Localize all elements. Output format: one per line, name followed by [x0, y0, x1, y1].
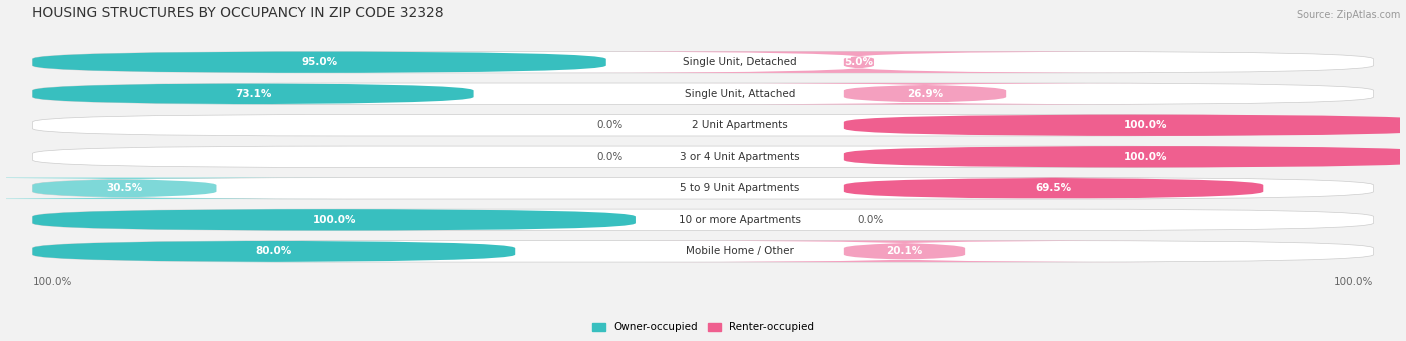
FancyBboxPatch shape	[555, 51, 1163, 73]
Legend: Owner-occupied, Renter-occupied: Owner-occupied, Renter-occupied	[588, 318, 818, 337]
Text: 73.1%: 73.1%	[235, 89, 271, 99]
Text: 80.0%: 80.0%	[256, 246, 292, 256]
FancyBboxPatch shape	[32, 241, 1374, 262]
Text: Single Unit, Detached: Single Unit, Detached	[683, 57, 797, 67]
Text: Mobile Home / Other: Mobile Home / Other	[686, 246, 794, 256]
Text: 100.0%: 100.0%	[1334, 277, 1374, 287]
FancyBboxPatch shape	[0, 178, 352, 199]
Text: HOUSING STRUCTURES BY OCCUPANCY IN ZIP CODE 32328: HOUSING STRUCTURES BY OCCUPANCY IN ZIP C…	[32, 6, 444, 20]
FancyBboxPatch shape	[32, 146, 1374, 167]
FancyBboxPatch shape	[32, 241, 515, 262]
Text: 30.5%: 30.5%	[107, 183, 142, 193]
Text: 3 or 4 Unit Apartments: 3 or 4 Unit Apartments	[681, 152, 800, 162]
FancyBboxPatch shape	[32, 115, 1374, 136]
FancyBboxPatch shape	[32, 83, 1374, 104]
Text: 100.0%: 100.0%	[32, 277, 72, 287]
Text: 26.9%: 26.9%	[907, 89, 943, 99]
FancyBboxPatch shape	[32, 178, 1374, 199]
FancyBboxPatch shape	[32, 51, 1374, 73]
FancyBboxPatch shape	[32, 51, 606, 73]
FancyBboxPatch shape	[32, 209, 1374, 231]
FancyBboxPatch shape	[844, 115, 1406, 136]
FancyBboxPatch shape	[844, 178, 1264, 199]
Text: 100.0%: 100.0%	[1123, 152, 1167, 162]
Text: Source: ZipAtlas.com: Source: ZipAtlas.com	[1298, 10, 1400, 20]
Text: 2 Unit Apartments: 2 Unit Apartments	[692, 120, 787, 130]
FancyBboxPatch shape	[32, 209, 636, 231]
Text: 100.0%: 100.0%	[312, 215, 356, 225]
Text: 0.0%: 0.0%	[596, 152, 623, 162]
FancyBboxPatch shape	[844, 146, 1406, 167]
Text: 69.5%: 69.5%	[1035, 183, 1071, 193]
Text: 0.0%: 0.0%	[596, 120, 623, 130]
FancyBboxPatch shape	[688, 83, 1163, 104]
Text: 95.0%: 95.0%	[301, 57, 337, 67]
Text: 10 or more Apartments: 10 or more Apartments	[679, 215, 801, 225]
Text: 5 to 9 Unit Apartments: 5 to 9 Unit Apartments	[681, 183, 800, 193]
Text: 100.0%: 100.0%	[1123, 120, 1167, 130]
FancyBboxPatch shape	[32, 83, 474, 104]
FancyBboxPatch shape	[645, 241, 1163, 262]
Text: 5.0%: 5.0%	[845, 57, 873, 67]
Text: Single Unit, Attached: Single Unit, Attached	[685, 89, 794, 99]
Text: 20.1%: 20.1%	[886, 246, 922, 256]
Text: 0.0%: 0.0%	[858, 215, 883, 225]
